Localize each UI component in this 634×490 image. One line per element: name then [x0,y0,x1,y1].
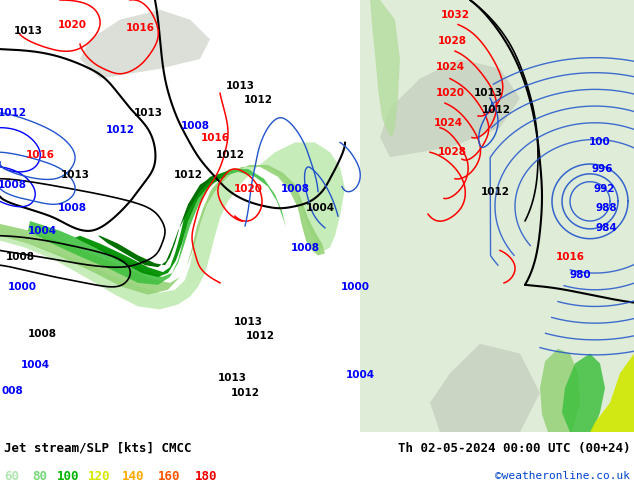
Polygon shape [430,344,540,432]
Text: 1013: 1013 [474,88,503,98]
Text: 1012: 1012 [481,187,510,196]
Text: 1024: 1024 [436,62,465,72]
Polygon shape [0,165,325,294]
Text: 1004: 1004 [27,226,56,236]
Text: 1016: 1016 [126,23,155,32]
Text: Jet stream/SLP [kts] CMCC: Jet stream/SLP [kts] CMCC [4,441,191,455]
Text: 1008: 1008 [290,243,320,252]
Text: ©weatheronline.co.uk: ©weatheronline.co.uk [495,471,630,481]
Polygon shape [562,354,605,432]
Text: 1004: 1004 [306,203,335,213]
Text: 1012: 1012 [231,388,259,398]
Text: 1012: 1012 [0,108,27,118]
Polygon shape [370,0,400,138]
Text: 008: 008 [1,386,23,396]
Text: 120: 120 [88,469,110,483]
Polygon shape [75,171,228,277]
Text: 1016: 1016 [555,252,585,262]
Text: 996: 996 [592,164,612,174]
Text: 1004: 1004 [20,360,49,370]
Text: 988: 988 [595,203,617,213]
Text: 1020: 1020 [233,184,262,194]
Text: 80: 80 [32,469,47,483]
Polygon shape [98,175,215,267]
Text: 1012: 1012 [216,150,245,160]
Text: 160: 160 [158,469,181,483]
Text: 140: 140 [122,469,145,483]
Text: 1020: 1020 [58,20,86,29]
Text: 1013: 1013 [134,108,162,118]
Text: 1016: 1016 [200,132,230,143]
Text: 100: 100 [589,137,611,147]
Text: 1013: 1013 [13,26,42,36]
Text: 1000: 1000 [340,282,370,292]
Text: 1024: 1024 [434,118,463,128]
Text: 1008: 1008 [0,180,27,190]
Text: 1004: 1004 [346,370,375,380]
Text: 1013: 1013 [233,317,262,327]
Text: 1012: 1012 [481,105,510,115]
Text: 984: 984 [595,223,617,233]
Text: 180: 180 [195,469,217,483]
Text: 1012: 1012 [105,124,134,135]
Text: Th 02-05-2024 00:00 UTC (00+24): Th 02-05-2024 00:00 UTC (00+24) [398,441,630,455]
Text: 60: 60 [4,469,19,483]
Polygon shape [540,349,580,432]
Text: 1008: 1008 [6,252,34,262]
Text: 980: 980 [569,270,591,280]
Polygon shape [28,169,286,285]
Polygon shape [590,354,634,432]
Text: 1012: 1012 [245,331,275,341]
Text: 1016: 1016 [25,150,55,160]
Text: 100: 100 [57,469,79,483]
Polygon shape [80,10,210,78]
Text: 1032: 1032 [441,10,470,20]
Polygon shape [0,143,345,309]
Text: 1008: 1008 [280,184,309,194]
Text: 1012: 1012 [243,95,273,105]
Text: 1012: 1012 [174,170,202,180]
Text: 1008: 1008 [58,203,86,213]
Text: 1000: 1000 [8,282,37,292]
Text: 1020: 1020 [436,88,465,98]
Text: 1013: 1013 [226,81,254,92]
Text: 992: 992 [593,184,615,194]
Text: 1013: 1013 [60,170,89,180]
Polygon shape [380,59,520,157]
Text: 1028: 1028 [437,147,467,157]
Text: 1028: 1028 [437,36,467,46]
Polygon shape [360,0,634,432]
Text: 1013: 1013 [217,373,247,383]
Text: 1008: 1008 [27,329,56,339]
Text: 1008: 1008 [181,121,209,131]
